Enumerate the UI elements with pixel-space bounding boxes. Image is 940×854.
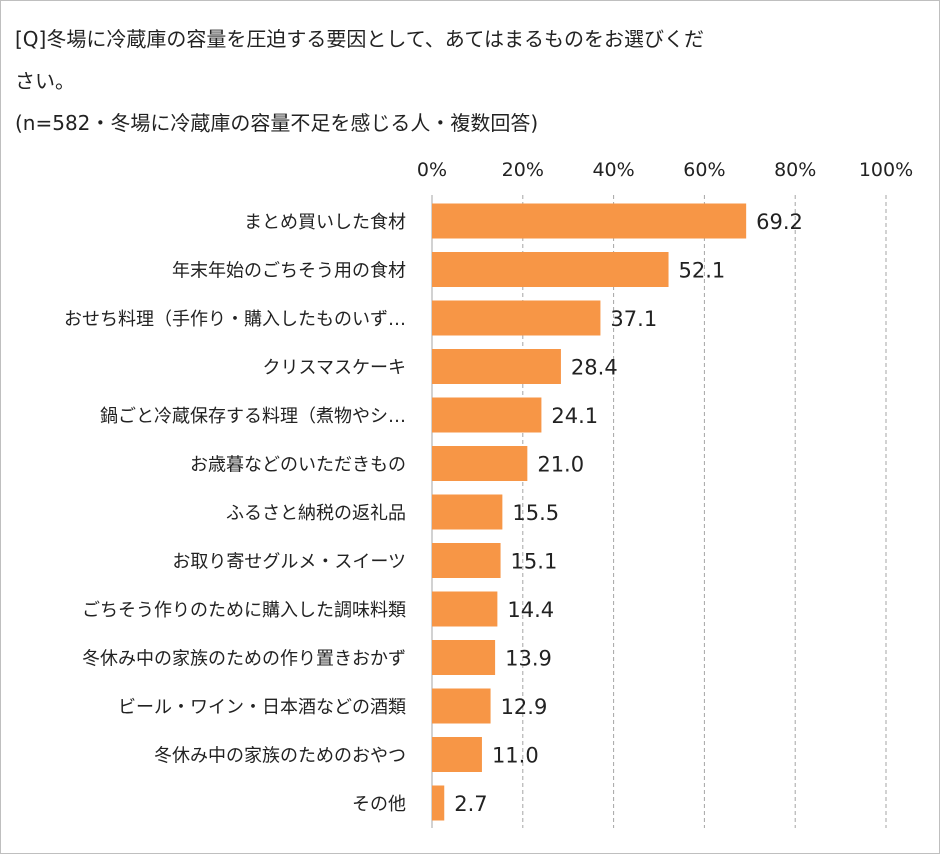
value-label: 12.9: [501, 695, 548, 719]
bar: [432, 203, 747, 239]
value-label: 14.4: [507, 598, 554, 622]
bar: [432, 494, 503, 530]
bar: [432, 300, 601, 336]
value-label: 37.1: [610, 307, 657, 331]
bar: [432, 640, 496, 675]
bar: [432, 349, 561, 384]
x-tick-label: 100%: [859, 159, 913, 181]
bar: [432, 252, 669, 287]
category-label: クリスマスケーキ: [263, 358, 406, 379]
value-label: 52.1: [679, 259, 726, 283]
category-label: 冬休み中の家族のためのおやつ: [154, 746, 406, 767]
value-label: 11.0: [492, 744, 539, 768]
category-label: お歳暮などのいただきもの: [190, 455, 406, 476]
category-label: ふるさと納税の返礼品: [226, 503, 406, 524]
bar: [432, 737, 482, 772]
bar: [432, 543, 501, 578]
value-label: 13.9: [505, 647, 552, 671]
category-label: お取り寄せグルメ・スイーツ: [172, 552, 406, 573]
x-tick-label: 0%: [417, 159, 447, 181]
category-label: その他: [352, 794, 406, 815]
category-label: おせち料理（手作り・購入したものいず…: [64, 309, 406, 330]
chart-subtitle: (n=582・冬場に冷蔵庫の容量不足を感じる人・複数回答): [15, 111, 539, 135]
category-label: まとめ買いした食材: [244, 212, 406, 233]
category-label: 鍋ごと冷蔵保存する料理（煮物やシ…: [100, 406, 406, 427]
bar: [432, 785, 445, 821]
chart-title-line-1: [Q]冬場に冷蔵庫の容量を圧迫する要因として、あてはまるものをお選びくだ: [15, 27, 704, 51]
value-label: 15.5: [512, 501, 559, 525]
category-label: ビール・ワイン・日本酒などの酒類: [118, 697, 406, 718]
category-label: ごちそう作りのために購入した調味料類: [82, 600, 406, 621]
value-label: 21.0: [537, 453, 584, 477]
bar: [432, 688, 491, 724]
value-label: 28.4: [571, 356, 618, 380]
bar: [432, 397, 542, 433]
x-tick-label: 20%: [502, 159, 544, 181]
bar: [432, 446, 528, 481]
value-label: 24.1: [551, 404, 598, 428]
category-label: 冬休み中の家族のための作り置きおかず: [82, 649, 406, 670]
value-label: 15.1: [511, 550, 558, 574]
bar: [432, 591, 498, 627]
chart-title-line-2: さい。: [15, 69, 75, 93]
x-tick-label: 60%: [683, 159, 725, 181]
value-label: 2.7: [454, 792, 487, 816]
x-tick-label: 80%: [774, 159, 816, 181]
value-label: 69.2: [756, 210, 803, 234]
x-tick-label: 40%: [592, 159, 634, 181]
category-label: 年末年始のごちそう用の食材: [172, 261, 406, 282]
